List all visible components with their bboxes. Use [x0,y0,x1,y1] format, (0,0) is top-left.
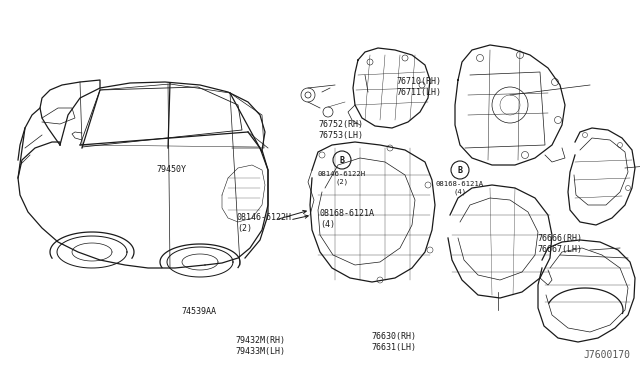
Text: 76710(RH)
76711(LH): 76710(RH) 76711(LH) [397,77,442,97]
Text: 76752(RH)
76753(LH): 76752(RH) 76753(LH) [319,120,364,140]
Text: 08168-6121A
(4): 08168-6121A (4) [320,209,375,229]
Text: J7600170: J7600170 [583,350,630,360]
Text: 74539AA: 74539AA [181,307,216,316]
Text: 08146-6122H
(2): 08146-6122H (2) [237,213,292,233]
Text: B: B [339,155,344,164]
Text: B: B [458,166,463,174]
Text: 76666(RH)
76667(LH): 76666(RH) 76667(LH) [538,234,582,254]
Text: 08168-6121A
(4): 08168-6121A (4) [436,181,484,195]
Text: 08146-6122H
(2): 08146-6122H (2) [318,171,366,185]
Text: 76630(RH)
76631(LH): 76630(RH) 76631(LH) [371,332,416,352]
Text: 79432M(RH)
79433M(LH): 79432M(RH) 79433M(LH) [236,336,285,356]
Text: 79450Y: 79450Y [157,165,187,174]
